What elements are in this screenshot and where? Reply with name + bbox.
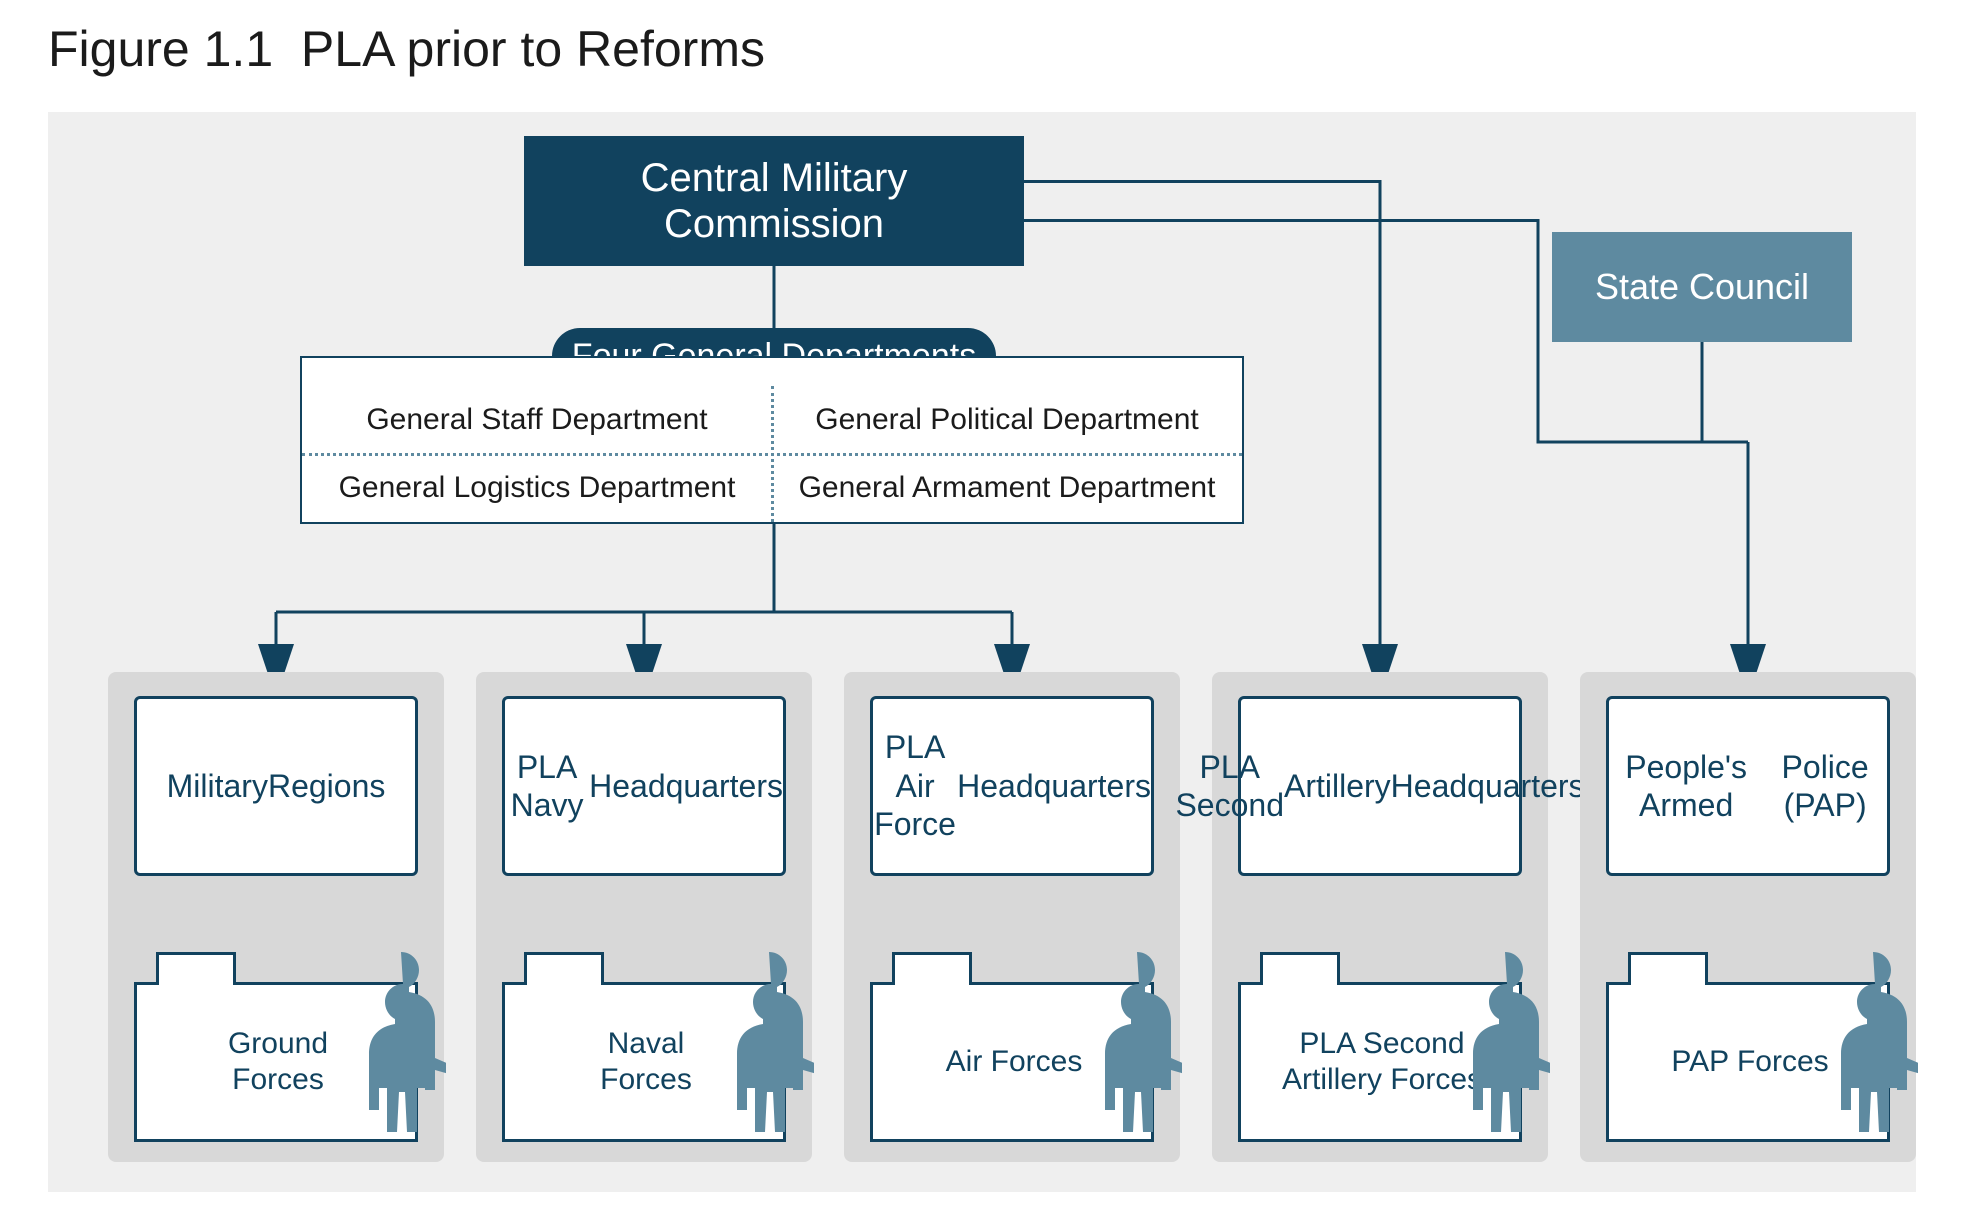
cmc-box: Central MilitaryCommission bbox=[524, 136, 1024, 266]
force-tab-cover bbox=[527, 982, 601, 985]
soldier-icon bbox=[1460, 952, 1550, 1142]
force-tab bbox=[892, 952, 972, 982]
hq-box: PLA SecondArtilleryHeadquarters bbox=[1238, 696, 1522, 876]
figure-title: Figure 1.1 PLA prior to Reforms bbox=[48, 20, 765, 78]
soldier-icon bbox=[1828, 952, 1918, 1142]
force-tab bbox=[1628, 952, 1708, 982]
force-tab-cover bbox=[1263, 982, 1337, 985]
diagram-canvas: Central MilitaryCommissionState CouncilF… bbox=[48, 112, 1916, 1192]
force-tab-cover bbox=[895, 982, 969, 985]
figure-name: PLA prior to Reforms bbox=[301, 21, 765, 77]
state-council-box: State Council bbox=[1552, 232, 1852, 342]
dept-cell: General Political Department bbox=[772, 386, 1242, 454]
force-tab-cover bbox=[159, 982, 233, 985]
force-tab bbox=[1260, 952, 1340, 982]
soldier-icon bbox=[724, 952, 814, 1142]
hq-box: PLA NavyHeadquarters bbox=[502, 696, 786, 876]
dept-cell: General Armament Department bbox=[772, 454, 1242, 522]
dept-divider-horizontal bbox=[302, 453, 1242, 456]
cmc-line1: Central Military bbox=[641, 156, 908, 200]
soldier-icon bbox=[1092, 952, 1182, 1142]
dept-cell: General Logistics Department bbox=[302, 454, 772, 522]
soldier-icon bbox=[356, 952, 446, 1142]
figure-label: Figure 1.1 bbox=[48, 21, 273, 77]
dept-cell: General Staff Department bbox=[302, 386, 772, 454]
force-tab-cover bbox=[1631, 982, 1705, 985]
cmc-line2: Commission bbox=[664, 202, 884, 246]
force-tab bbox=[156, 952, 236, 982]
hq-box: MilitaryRegions bbox=[134, 696, 418, 876]
force-tab bbox=[524, 952, 604, 982]
hq-box: People's ArmedPolice (PAP) bbox=[1606, 696, 1890, 876]
four-general-departments: General Staff DepartmentGeneral Politica… bbox=[300, 356, 1244, 524]
hq-box: PLA Air ForceHeadquarters bbox=[870, 696, 1154, 876]
